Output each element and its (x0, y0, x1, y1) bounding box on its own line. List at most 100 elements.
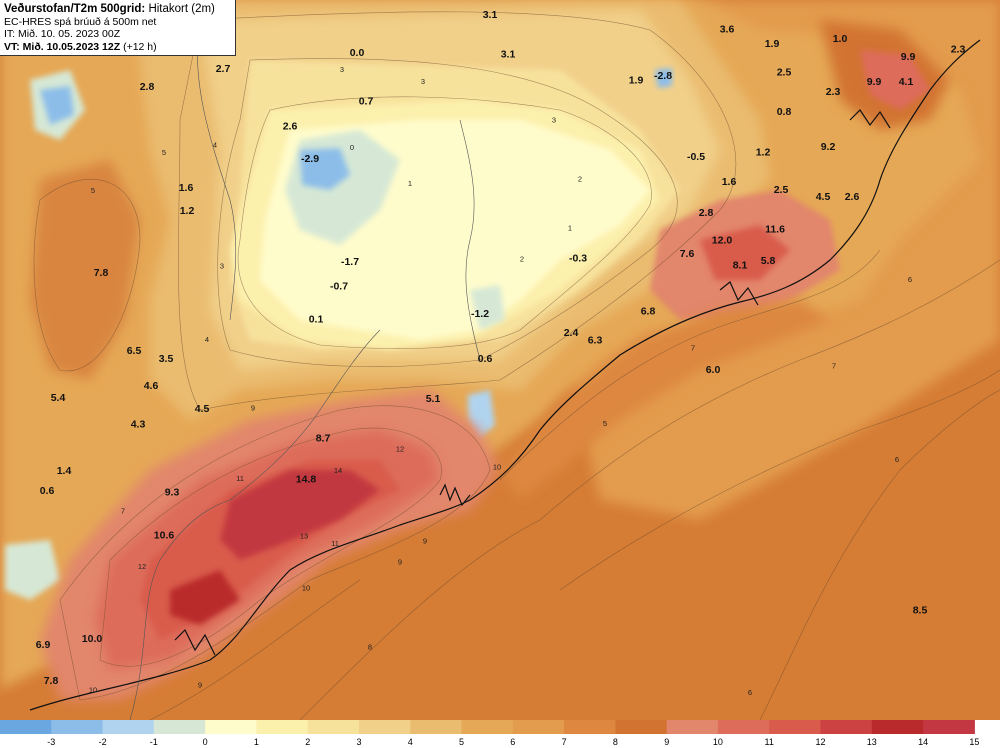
station-value-label: 3.1 (483, 9, 498, 21)
legend-swatch (461, 720, 514, 734)
isotherm-line (237, 96, 652, 349)
legend-swatch (820, 720, 873, 734)
legend-swatch (615, 720, 668, 734)
station-value-label: -0.7 (330, 280, 348, 292)
legend-swatch (153, 720, 206, 734)
station-value-label: 8.1 (733, 260, 748, 272)
isotherm-line (299, 519, 541, 720)
legend-swatch (102, 720, 155, 734)
field-15deg-south (170, 570, 240, 625)
isotherm-label: 8 (368, 642, 372, 651)
isotherm-label: 9 (198, 681, 202, 690)
station-value-label: 1.6 (179, 182, 194, 194)
region-border (229, 329, 381, 501)
isotherm-label: 10 (89, 686, 97, 695)
station-value-label: 2.5 (774, 184, 789, 196)
model-line: EC-HRES spá brúuð á 500m net (4, 15, 157, 28)
legend-swatch (0, 720, 52, 734)
isotherm-label: 5 (162, 148, 166, 157)
station-value-label: 0.0 (350, 47, 365, 59)
isotherm-label: 4 (205, 335, 209, 344)
legend-tick-label: 5 (459, 737, 464, 747)
station-value-label: 2.4 (564, 327, 579, 339)
station-value-label: 1.9 (765, 38, 780, 50)
isotherm-label: 9 (423, 537, 427, 546)
legend-tick-label: 0 (203, 737, 208, 747)
station-value-label: 10.6 (154, 530, 175, 542)
station-value-label: 10.0 (82, 633, 103, 645)
station-value-label: 2.8 (140, 81, 155, 93)
isotherm-label: 9 (251, 403, 255, 412)
temperature-legend: -3 -2 -1 0 1 2 3 4 5 6 7 8 9 10 11 12 13 14 15 (0, 720, 979, 747)
isotherm-label: 6 (748, 688, 752, 697)
station-value-label: 0.8 (777, 106, 792, 118)
station-value-label: 1.2 (756, 147, 771, 159)
legend-tick-label: 4 (408, 737, 413, 747)
coast-inlet-east (719, 281, 759, 306)
south-coast-line (29, 39, 981, 711)
station-value-label: 9.9 (867, 76, 882, 88)
legend-tick-label: 1 (254, 737, 259, 747)
isotherm-line (539, 259, 1000, 521)
legend-swatches (0, 720, 975, 734)
isotherm-label: 5 (603, 419, 607, 428)
isotherm-label: 7 (832, 362, 836, 371)
station-value-label: 5.8 (761, 255, 776, 267)
isotherm-label: 2 (578, 174, 582, 183)
station-value-label: 2.7 (216, 63, 231, 75)
station-labels: 3.1 3.6 1.9 1.0 2.3 9.9 0.0 3.1 2.7 1.9 -2.8 2.5 4.1… (36, 9, 966, 687)
station-value-label: -1.2 (471, 308, 489, 320)
field-0deg-southcentral (470, 285, 505, 330)
isotherm-line (217, 58, 678, 367)
station-value-label: 6.3 (588, 334, 603, 346)
station-value-label: 1.9 (629, 75, 644, 87)
station-value-label: 4.5 (816, 191, 831, 203)
station-value-label: 3.1 (501, 49, 516, 61)
isotherm-label: 4 (213, 141, 217, 150)
isotherm-label: 12 (138, 562, 146, 571)
legend-ticks: -3 -2 -1 0 1 2 3 4 5 6 7 8 9 10 11 12 13 14 15 (47, 737, 979, 747)
legend-tick-label: 11 (765, 737, 774, 747)
station-value-label: 1.4 (57, 465, 72, 477)
station-value-label: 0.7 (359, 95, 374, 107)
station-value-label: 11.6 (765, 224, 785, 236)
coast-inlet-northeast (849, 109, 891, 129)
legend-tick-label: 15 (969, 737, 979, 747)
station-value-label: 1.6 (722, 176, 737, 188)
isotherm-label: 13 (300, 532, 308, 541)
station-value-label: 3.6 (720, 23, 735, 35)
legend-swatch (205, 720, 257, 734)
field-7deg-west (30, 160, 140, 380)
station-value-label: 9.9 (901, 51, 916, 63)
station-value-label: -0.3 (569, 252, 587, 264)
isotherm-label: 3 (421, 77, 425, 86)
legend-swatch (923, 720, 975, 734)
isotherm-label: 1 (568, 223, 572, 232)
station-value-label: 6.9 (36, 639, 51, 651)
isotherm-label: 2 (520, 254, 524, 263)
isotherm-label: 9 (398, 558, 402, 567)
station-value-label: 8.5 (913, 604, 928, 616)
legend-swatch (256, 720, 309, 734)
coastline (29, 39, 981, 711)
station-value-label: 12.0 (712, 234, 733, 246)
legend-swatch (307, 720, 360, 734)
legend-swatch (871, 720, 924, 734)
isotherm-label: 10 (302, 583, 310, 592)
isotherm-label: 14 (334, 466, 342, 475)
field-0deg-west-glacier (5, 540, 60, 600)
region-border (129, 499, 231, 720)
station-value-label: 5.4 (51, 392, 66, 404)
station-value-label: 7.8 (94, 267, 109, 279)
station-value-label: 9.3 (165, 486, 180, 498)
field-cold-northwest (40, 86, 74, 125)
isotherm-line (559, 369, 1000, 591)
station-value-label: 4.5 (195, 403, 210, 415)
map-subtitle: Hitakort (2m) (148, 3, 215, 15)
station-value-label: 4.6 (144, 380, 159, 392)
station-value-label: 9.2 (821, 141, 836, 153)
station-value-label: 3.5 (159, 353, 174, 365)
map-title: Veðurstofan/T2m 500grid: (4, 3, 146, 15)
